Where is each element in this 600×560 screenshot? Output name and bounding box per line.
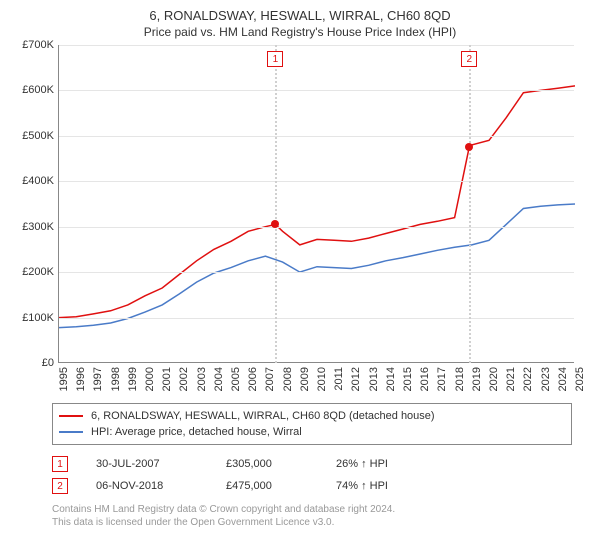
chart-subtitle: Price paid vs. HM Land Registry's House … xyxy=(10,25,590,39)
event-badge: 2 xyxy=(52,478,68,494)
x-tick-label: 2013 xyxy=(368,367,380,391)
y-tick-label: £300K xyxy=(22,221,54,233)
x-tick-label: 2012 xyxy=(350,367,362,391)
x-tick-label: 2001 xyxy=(161,367,173,391)
footer-line1: Contains HM Land Registry data © Crown c… xyxy=(52,503,572,516)
event-date: 06-NOV-2018 xyxy=(96,480,226,492)
x-tick-label: 2005 xyxy=(230,367,242,391)
gridline xyxy=(59,136,574,137)
x-tick-label: 1995 xyxy=(58,367,70,391)
legend-row: 6, RONALDSWAY, HESWALL, WIRRAL, CH60 8QD… xyxy=(59,408,565,424)
footer: Contains HM Land Registry data © Crown c… xyxy=(52,503,572,529)
event-row: 2 06-NOV-2018£475,00074% ↑ HPI xyxy=(52,475,572,497)
series-svg xyxy=(59,45,575,363)
x-axis: 1995 1996 1997 1998 1999 2000 2001 2002 2003 2004… xyxy=(58,363,574,397)
y-tick-label: £500K xyxy=(22,130,54,142)
x-tick-label: 2025 xyxy=(574,367,586,391)
event-price: £475,000 xyxy=(226,480,336,492)
y-tick-label: £600K xyxy=(22,84,54,96)
footer-line2: This data is licensed under the Open Gov… xyxy=(52,516,572,529)
legend-label: 6, RONALDSWAY, HESWALL, WIRRAL, CH60 8QD… xyxy=(91,410,435,422)
legend-swatch xyxy=(59,415,83,417)
x-tick-label: 2004 xyxy=(213,367,225,391)
gridline xyxy=(59,318,574,319)
x-tick-label: 2003 xyxy=(196,367,208,391)
x-tick-label: 2023 xyxy=(540,367,552,391)
gridline xyxy=(59,181,574,182)
x-tick-label: 2022 xyxy=(522,367,534,391)
event-date: 30-JUL-2007 xyxy=(96,458,226,470)
sale-point xyxy=(465,143,473,151)
y-tick-label: £700K xyxy=(22,39,54,51)
x-tick-label: 2002 xyxy=(178,367,190,391)
events-table: 1 30-JUL-2007£305,00026% ↑ HPI 2 06-NOV-201… xyxy=(52,453,572,497)
y-tick-label: £100K xyxy=(22,312,54,324)
chart-area: £0£100K£200K£300K£400K£500K£600K£700K 12… xyxy=(14,45,574,397)
event-hpi: 74% ↑ HPI xyxy=(336,480,436,492)
gridline xyxy=(59,90,574,91)
x-tick-label: 2024 xyxy=(557,367,569,391)
x-tick-label: 1996 xyxy=(75,367,87,391)
chart-title: 6, RONALDSWAY, HESWALL, WIRRAL, CH60 8QD xyxy=(10,8,590,23)
x-tick-label: 2016 xyxy=(419,367,431,391)
x-tick-label: 1998 xyxy=(110,367,122,391)
x-tick-label: 2008 xyxy=(282,367,294,391)
x-tick-label: 2015 xyxy=(402,367,414,391)
x-tick-label: 2000 xyxy=(144,367,156,391)
event-line xyxy=(275,45,277,363)
y-tick-label: £200K xyxy=(22,266,54,278)
x-tick-label: 2021 xyxy=(505,367,517,391)
legend-row: HPI: Average price, detached house, Wirr… xyxy=(59,424,565,440)
x-tick-label: 2007 xyxy=(264,367,276,391)
event-badge: 1 xyxy=(52,456,68,472)
gridline xyxy=(59,45,574,46)
plot-area: 12 xyxy=(58,45,574,363)
y-axis: £0£100K£200K£300K£400K£500K£600K£700K xyxy=(14,45,58,363)
x-tick-label: 2020 xyxy=(488,367,500,391)
x-tick-label: 2019 xyxy=(471,367,483,391)
legend-label: HPI: Average price, detached house, Wirr… xyxy=(91,426,302,438)
y-tick-label: £400K xyxy=(22,175,54,187)
gridline xyxy=(59,272,574,273)
event-badge: 1 xyxy=(267,51,283,67)
event-line xyxy=(469,45,471,363)
x-tick-label: 2006 xyxy=(247,367,259,391)
legend: 6, RONALDSWAY, HESWALL, WIRRAL, CH60 8QD… xyxy=(52,403,572,445)
series-line xyxy=(59,86,575,318)
legend-swatch xyxy=(59,431,83,433)
event-row: 1 30-JUL-2007£305,00026% ↑ HPI xyxy=(52,453,572,475)
event-price: £305,000 xyxy=(226,458,336,470)
series-line xyxy=(59,204,575,328)
x-tick-label: 2009 xyxy=(299,367,311,391)
event-badge: 2 xyxy=(461,51,477,67)
x-tick-label: 2011 xyxy=(333,367,345,391)
x-tick-label: 2010 xyxy=(316,367,328,391)
x-tick-label: 2014 xyxy=(385,367,397,391)
sale-point xyxy=(271,220,279,228)
x-tick-label: 2018 xyxy=(454,367,466,391)
x-tick-label: 2017 xyxy=(436,367,448,391)
event-hpi: 26% ↑ HPI xyxy=(336,458,436,470)
y-tick-label: £0 xyxy=(42,357,54,369)
gridline xyxy=(59,227,574,228)
x-tick-label: 1997 xyxy=(92,367,104,391)
x-tick-label: 1999 xyxy=(127,367,139,391)
